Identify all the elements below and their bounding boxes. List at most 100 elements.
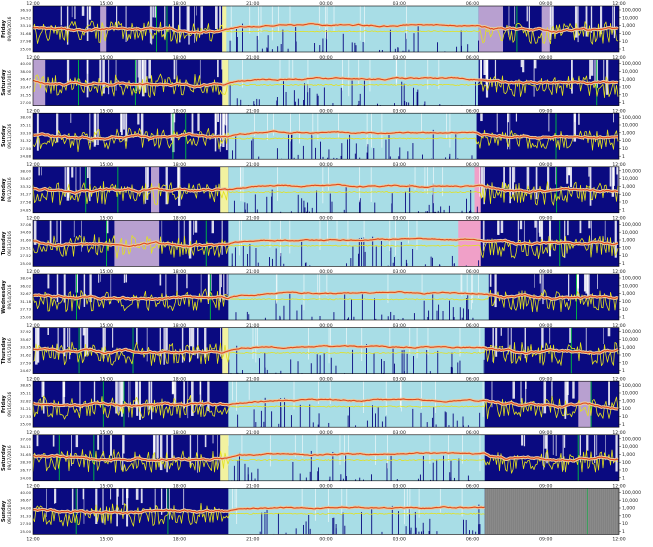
left-tick-label: 31.62: [20, 353, 31, 358]
activity-gap: [189, 434, 192, 468]
activity-spike: [242, 23, 243, 52]
activity-gap: [421, 113, 422, 133]
activity-gap: [122, 488, 124, 505]
sleep-period: [222, 6, 479, 52]
activity-gap: [585, 6, 588, 37]
activity-gap: [172, 6, 174, 32]
activity-spike: [432, 293, 434, 320]
activity-spike: [279, 315, 281, 320]
activity-gap: [611, 166, 615, 197]
activity-gap: [290, 113, 291, 142]
activity-spike: [301, 304, 303, 320]
activity-spike: [432, 257, 434, 267]
left-tick-label: 28.30: [20, 460, 31, 465]
day-row: 12:00 15:00 18:00 21:00 00:00 03:00 06:00 09:00…: [1, 55, 641, 106]
event-marker: [134, 59, 136, 106]
x-tick-label: 06:00: [466, 323, 479, 329]
activity-gap: [267, 113, 268, 141]
activity-spike: [450, 366, 452, 374]
activity-gap: [586, 434, 589, 451]
x-tick-label: 00:00: [319, 108, 332, 114]
activity-spike: [309, 88, 311, 106]
activity-gap: [115, 59, 117, 91]
right-tick-label: 1,000: [622, 130, 635, 136]
activity-spike: [246, 254, 248, 267]
activity-gap: [416, 327, 418, 359]
activity-spike: [246, 311, 248, 320]
day-row: 12:00 15:00 18:00 21:00 00:00 03:00 06:00 09:00…: [1, 162, 641, 213]
activity-gap: [160, 488, 163, 515]
activity-spike: [332, 517, 334, 535]
activity-gap: [188, 327, 191, 363]
activity-gap: [564, 381, 567, 419]
activity-spike: [335, 365, 337, 374]
day-row: 12:00 15:00 18:00 21:00 00:00 03:00 06:00 09:00…: [1, 216, 641, 267]
activity-spike: [352, 246, 354, 267]
x-tick-label: 03:00: [393, 269, 406, 275]
activity-gap: [500, 327, 502, 336]
activity-spike: [388, 132, 390, 160]
activity-gap: [387, 274, 389, 304]
activity-gap: [552, 434, 554, 455]
right-tick-label: 1: [622, 261, 625, 267]
activity-gap: [93, 113, 96, 147]
activity-gap: [421, 274, 423, 293]
day-row: 12:00 15:00 18:00 21:00 00:00 03:00 06:00 09:00…: [1, 1, 641, 52]
activity-gap: [220, 274, 221, 303]
left-tick-label: 40.00: [20, 490, 31, 495]
x-tick-label: 15:00: [100, 216, 113, 222]
activity-gap: [63, 327, 66, 357]
activity-gap: [240, 166, 242, 202]
activity-gap: [128, 381, 130, 418]
activity-gap: [110, 488, 112, 500]
x-tick-label: 21:00: [246, 484, 259, 490]
activity-spike: [283, 78, 284, 106]
activity-spike: [309, 471, 311, 481]
activity-spike: [463, 519, 464, 535]
activity-gap: [404, 59, 406, 81]
temperature-line: [32, 234, 619, 260]
activity-gap: [99, 59, 102, 82]
activity-spike: [429, 518, 431, 535]
activity-gap: [328, 166, 329, 191]
x-tick-label: 18:00: [173, 536, 186, 542]
activity-gap: [478, 274, 479, 298]
activity-gap: [395, 59, 397, 83]
transition-band: [222, 59, 229, 106]
activity-spike: [414, 511, 416, 535]
right-tick-label: 100: [622, 513, 631, 519]
activity-gap: [409, 488, 411, 515]
x-tick-label: 12:00: [612, 55, 625, 61]
activity-gap: [400, 381, 402, 408]
activity-spike: [240, 99, 242, 106]
activity-gap: [409, 327, 411, 355]
right-tick-label: 10: [622, 253, 628, 259]
activity-gap: [603, 327, 604, 345]
activity-gap: [144, 59, 147, 93]
activity-spike: [428, 204, 430, 213]
activity-spike: [439, 104, 441, 106]
activity-spike: [469, 530, 470, 535]
dim-light-period: [458, 220, 481, 267]
activity-spike: [320, 141, 321, 160]
activity-spike: [476, 206, 478, 213]
activity-spike: [303, 100, 305, 106]
activity-spike: [381, 531, 383, 535]
day-label: Tuesday: [1, 231, 7, 255]
activity-gap: [236, 381, 237, 411]
activity-gap: [288, 59, 290, 79]
date-label: 09/15/2016: [7, 338, 13, 363]
activity-spike: [351, 80, 353, 106]
activity-spike: [437, 210, 439, 213]
activity-spike: [278, 423, 280, 428]
left-tick-label: 33.35: [20, 345, 31, 350]
activity-spike: [251, 140, 253, 160]
activity-gap: [315, 488, 316, 521]
activity-gap: [75, 166, 77, 198]
activity-gap: [522, 59, 525, 73]
activity-gap: [222, 113, 225, 141]
activity-spike: [264, 352, 266, 374]
x-tick-label: 06:00: [466, 216, 479, 222]
activity-gap: [120, 113, 123, 133]
activity-gap: [439, 488, 441, 513]
